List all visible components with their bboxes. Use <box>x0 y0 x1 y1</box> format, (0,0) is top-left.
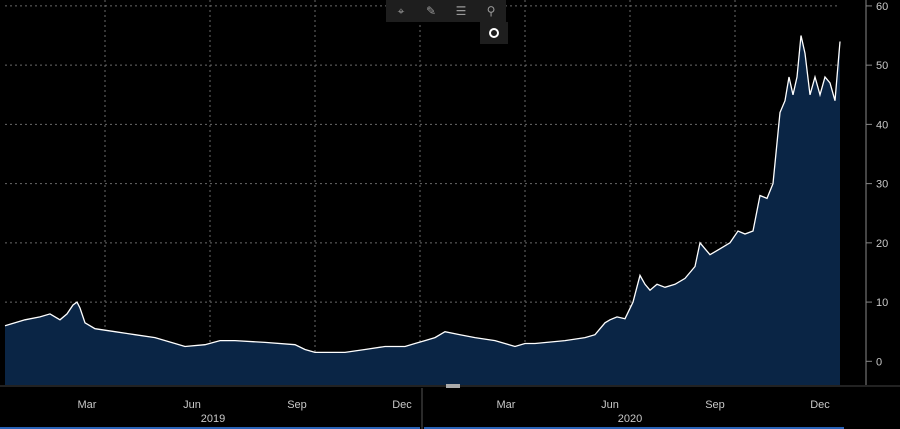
record-icon[interactable] <box>480 22 508 44</box>
y-tick-label-3: 30 <box>876 179 888 191</box>
x-month-label-6: Sep <box>705 399 725 411</box>
x-year-label-0: 2019 <box>201 413 225 425</box>
x-month-label-2: Sep <box>287 399 307 411</box>
y-tick-label-4: 40 <box>876 119 888 131</box>
y-axis-labels: 0 10 20 30 40 50 60 <box>866 1 888 368</box>
y-tick-label-1: 10 <box>876 297 888 309</box>
y-tick-label-0: 0 <box>876 356 882 368</box>
x-year-label-1: 2020 <box>618 413 642 425</box>
y-tick-label-2: 20 <box>876 238 888 250</box>
x-month-label-7: Dec <box>810 399 830 411</box>
y-tick-label-6: 60 <box>876 1 888 13</box>
crosshair-icon[interactable]: ⌖ <box>397 3 405 18</box>
scroll-handle[interactable] <box>446 384 460 388</box>
x-axis-labels: Mar Jun Sep Dec Mar Jun Sep Dec 2019 2020 <box>0 388 844 429</box>
x-month-label-5: Jun <box>601 399 619 411</box>
list-icon[interactable]: ☰ <box>455 4 467 18</box>
search-icon[interactable]: ⚲ <box>486 4 496 18</box>
x-month-label-4: Mar <box>497 399 516 411</box>
chart-toolbar: ⌖ ✎ ☰ ⚲ <box>386 0 506 22</box>
pen-icon[interactable]: ✎ <box>425 4 437 18</box>
x-month-label-1: Jun <box>183 399 201 411</box>
series-line <box>4 35 841 354</box>
year-bar-0 <box>0 427 420 429</box>
x-month-label-0: Mar <box>78 399 97 411</box>
series-area-fill <box>5 35 840 385</box>
year-bar-1 <box>424 427 844 429</box>
y-tick-label-5: 50 <box>876 60 888 72</box>
x-month-label-3: Dec <box>392 399 412 411</box>
record-dot <box>489 28 499 38</box>
